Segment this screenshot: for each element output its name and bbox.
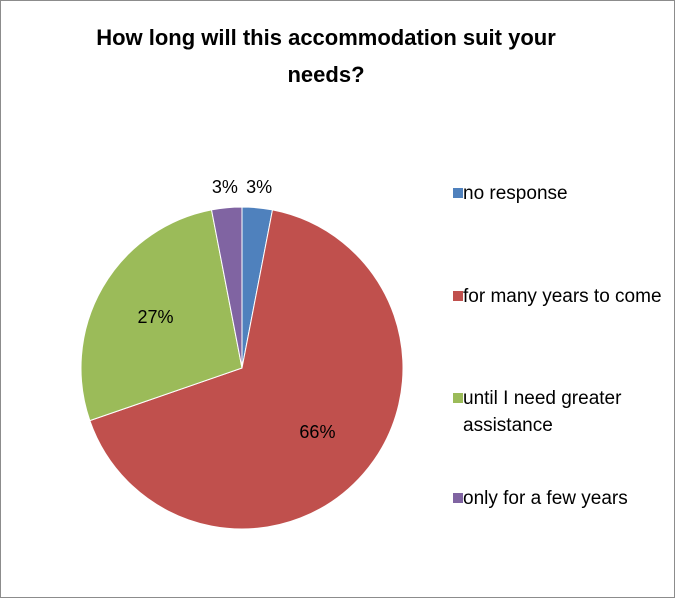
data-label: 66% [299, 422, 335, 442]
data-label: 3% [246, 177, 272, 197]
pie-slice [80, 209, 243, 422]
legend-item: no response [453, 180, 668, 207]
legend-label: only for a few years [463, 488, 628, 509]
legend-label: no response [463, 183, 568, 204]
data-label: 3% [212, 177, 238, 197]
legend-item: for many years to come [453, 283, 668, 310]
legend-label: for many years to come [463, 286, 662, 307]
pie-slice [210, 206, 243, 369]
legend-swatch [453, 493, 463, 503]
legend-swatch [453, 393, 463, 403]
legend-item: until I need greater assistance [453, 385, 668, 439]
legend-label: until I need greater assistance [463, 388, 622, 436]
data-label: 27% [138, 307, 174, 327]
legend-item: only for a few years [453, 485, 668, 512]
legend-swatch [453, 291, 463, 301]
chart-title: How long will this accommodation suit yo… [96, 25, 556, 87]
pie-slice [89, 209, 404, 530]
legend-swatch [453, 188, 463, 198]
